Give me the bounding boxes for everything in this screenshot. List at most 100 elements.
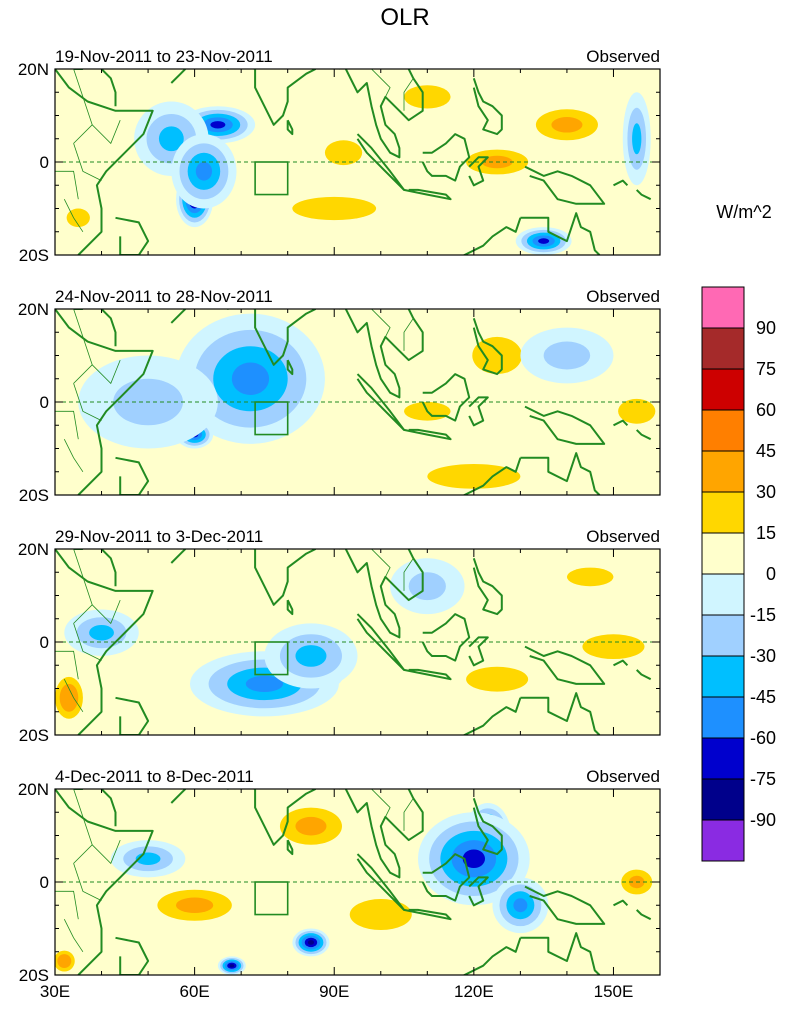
coastline <box>520 212 601 255</box>
target-box <box>254 401 289 436</box>
y-tick-label: 20N <box>18 300 49 319</box>
y-tick-label: 20S <box>19 966 49 985</box>
coastline <box>115 456 150 495</box>
coastline <box>403 428 452 441</box>
anomaly-contour <box>543 341 591 370</box>
coastline <box>613 419 629 427</box>
colorbar-swatch <box>701 491 745 534</box>
anomaly-contour <box>632 123 642 155</box>
anomaly-contour <box>597 640 629 653</box>
y-tick-label: 0 <box>40 153 49 172</box>
anomaly-contour <box>513 898 528 913</box>
anomaly-contour <box>231 362 270 396</box>
country-border <box>403 798 414 831</box>
map-panel-1: 20N 0 20S 19-Nov-2011 to 23-Nov-2011 Observe… <box>18 41 661 265</box>
coastline <box>472 317 503 376</box>
target-box <box>254 641 289 676</box>
target-box <box>254 161 289 196</box>
anomaly-contour <box>462 849 486 869</box>
colorbar-swatch <box>701 778 745 821</box>
panel-left-title: 24-Nov-2011 to 28-Nov-2011 <box>55 287 273 306</box>
anomaly-contour <box>404 85 451 109</box>
coastline <box>613 899 629 907</box>
coastline <box>286 119 294 136</box>
country-border <box>91 599 121 625</box>
country-border <box>73 143 102 181</box>
coastline <box>472 797 503 856</box>
colorbar-label: -30 <box>750 646 776 666</box>
coastline <box>635 429 652 441</box>
colorbar-label: -60 <box>750 728 776 748</box>
y-tick-label: 0 <box>40 633 49 652</box>
coastline <box>462 937 522 975</box>
coastline <box>338 309 424 399</box>
anomaly-contour <box>365 906 397 923</box>
anomaly-contour <box>551 117 583 133</box>
coastline <box>462 217 522 255</box>
units-label: W/m^2 <box>716 202 771 222</box>
colorbar-swatch <box>701 819 745 862</box>
coastlines <box>55 41 652 255</box>
y-tick-label: 20N <box>18 780 49 799</box>
coastline <box>520 932 601 975</box>
coastline <box>472 77 503 136</box>
colorbar-label: 30 <box>756 482 776 502</box>
country-border <box>91 120 121 145</box>
colorbar-label: 75 <box>756 359 776 379</box>
country-border <box>403 78 414 111</box>
coastline <box>100 69 117 107</box>
y-tick-label: 0 <box>40 873 49 892</box>
colorbar-label: -15 <box>750 605 776 625</box>
colorbar-label: -75 <box>750 769 776 789</box>
coastline <box>403 668 452 681</box>
coastline <box>170 69 187 84</box>
map-panel-4: 20N 0 20S 4-Dec-2011 to 8-Dec-2011 Observed <box>18 767 661 985</box>
x-tick-label: 30E <box>40 982 70 1001</box>
coastline <box>636 909 652 921</box>
colorbar-label: 60 <box>756 400 776 420</box>
country-border <box>73 623 102 661</box>
country-border <box>73 549 93 624</box>
coastline <box>100 309 117 347</box>
coastline <box>286 839 294 856</box>
country-border <box>63 919 84 953</box>
x-tick-label: 60E <box>179 982 209 1001</box>
coastline <box>55 309 154 495</box>
coastline <box>100 549 117 587</box>
coastline <box>55 69 154 255</box>
country-border <box>73 863 102 901</box>
coastline <box>520 692 601 735</box>
coastline <box>635 189 652 201</box>
coastline <box>170 789 187 804</box>
country-border <box>325 281 330 300</box>
colorbar-label: -90 <box>750 810 776 830</box>
coastline <box>338 69 424 159</box>
colorbar-swatch <box>701 409 745 452</box>
coastline <box>338 549 424 639</box>
colorbar-swatch <box>701 573 745 616</box>
coastlines <box>55 281 652 495</box>
colorbar-swatch <box>701 368 745 411</box>
coastline <box>524 885 606 925</box>
country-border <box>255 789 256 790</box>
anomaly-contour <box>481 673 513 686</box>
coastline <box>636 669 652 681</box>
y-tick-label: 0 <box>40 393 49 412</box>
country-border <box>91 359 121 385</box>
coastline <box>115 216 150 255</box>
colorbar-label: 90 <box>756 318 776 338</box>
country-border <box>73 69 93 144</box>
colorbar-swatch <box>701 327 745 370</box>
colorbar-swatch <box>701 696 745 739</box>
x-axis: 30E 60E 90E 120E 150E <box>40 982 633 1001</box>
country-border <box>403 558 414 591</box>
country-border <box>325 41 330 60</box>
colorbar-label: -45 <box>750 687 776 707</box>
country-border <box>73 789 93 864</box>
colorbar-swatch <box>701 614 745 657</box>
country-border <box>73 309 93 384</box>
anomaly-contour <box>295 816 327 836</box>
coastline <box>524 645 606 685</box>
anomaly-contour <box>295 645 327 667</box>
anomaly-contour <box>176 897 214 913</box>
